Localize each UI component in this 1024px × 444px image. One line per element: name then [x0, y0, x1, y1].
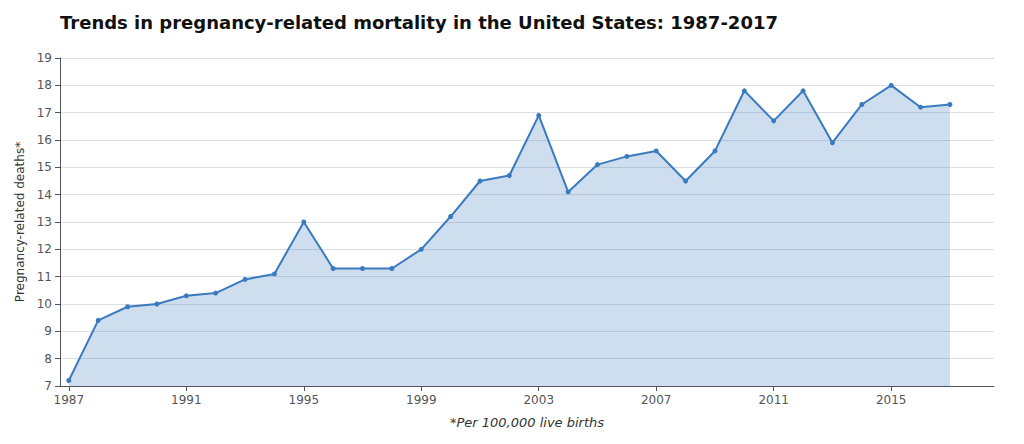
svg-text:2011: 2011 — [758, 393, 789, 407]
svg-text:Pregnancy-related deaths*: Pregnancy-related deaths* — [13, 142, 27, 302]
svg-text:16: 16 — [37, 133, 52, 147]
svg-text:2007: 2007 — [641, 393, 672, 407]
svg-text:15: 15 — [37, 160, 52, 174]
svg-text:10: 10 — [37, 297, 52, 311]
svg-text:12: 12 — [37, 242, 52, 256]
svg-text:13: 13 — [37, 215, 52, 229]
svg-text:2003: 2003 — [523, 393, 554, 407]
svg-text:19: 19 — [37, 51, 52, 65]
svg-text:11: 11 — [37, 270, 52, 284]
svg-text:1995: 1995 — [289, 393, 320, 407]
svg-text:17: 17 — [37, 106, 52, 120]
svg-text:9: 9 — [44, 324, 52, 338]
svg-text:1987: 1987 — [54, 393, 85, 407]
svg-text:7: 7 — [44, 379, 52, 393]
svg-text:1999: 1999 — [406, 393, 437, 407]
svg-text:*Per 100,000 live births: *Per 100,000 live births — [450, 415, 604, 430]
svg-text:18: 18 — [37, 78, 52, 92]
svg-text:1991: 1991 — [171, 393, 202, 407]
svg-text:2015: 2015 — [876, 393, 907, 407]
svg-text:14: 14 — [37, 188, 52, 202]
svg-text:8: 8 — [44, 352, 52, 366]
svg-text:Trends in pregnancy-related mo: Trends in pregnancy-related mortality in… — [60, 12, 778, 33]
